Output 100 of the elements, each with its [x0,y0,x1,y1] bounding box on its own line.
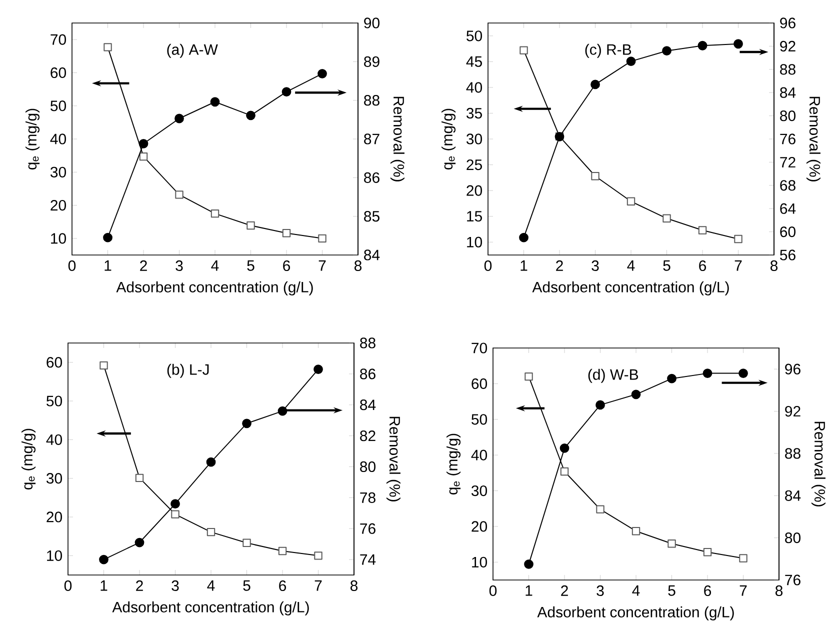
y2-tick-label: 76 [360,523,376,534]
x-tick-label: 8 [775,585,783,596]
y-tick-label: 30 [471,485,488,496]
y2-tick-label: 92 [780,40,796,52]
y-tick-label: 10 [47,550,62,561]
x-tick-label: 5 [247,260,254,271]
y2-tick-label: 84 [360,400,376,410]
x-tick-label: 3 [592,260,599,272]
x-tick-label: 7 [740,585,747,596]
y-tick-label: 50 [472,414,488,425]
point [590,80,600,90]
y2-axis-title: Removal (%) [806,96,820,182]
point [626,56,636,66]
y2-tick-label: 86 [364,172,380,183]
x-tick-label: 0 [64,580,72,592]
y-tick-label: 45 [466,56,482,67]
point [738,368,748,378]
y-tick-label: 30 [466,134,482,144]
x-tick-label: 7 [314,580,322,591]
point [734,39,743,49]
y2-tick-label: 84 [364,250,380,260]
y-tick-label: 25 [466,159,482,170]
point [278,406,288,416]
y-axis-title: q$_{e}$ (mg/g) [22,428,36,490]
y2-tick-label: 82 [360,430,376,442]
x-tick-label: 6 [283,260,290,272]
y2-tick-label: 88 [360,338,376,348]
x-tick-label: 4 [207,580,215,591]
x-axis-title: Adsorbent concentration (g/L) [116,281,313,296]
x-tick-label: 4 [632,585,640,596]
y-tick-label: 50 [50,100,66,112]
x-tick-label: 6 [704,585,712,596]
y-tick-label: 10 [51,233,66,244]
y-tick-label: 70 [50,34,66,45]
y-tick-label: 35 [466,108,482,119]
point [282,87,292,97]
x-tick-label: 4 [211,260,219,271]
x-tick-label: 8 [770,260,778,272]
point [242,418,252,428]
point [103,232,112,242]
x-tick-label: 6 [279,580,286,592]
y2-tick-label: 84 [785,490,801,501]
x-tick-label: 0 [484,260,492,272]
point [524,559,534,569]
y-tick-label: 20 [466,185,482,196]
x-tick-label: 5 [668,585,676,596]
y2-tick-label: 72 [780,156,796,168]
x-tick-label: 1 [100,580,108,591]
y2-tick-label: 60 [780,226,796,238]
y-tick-label: 20 [50,200,66,211]
point [519,232,528,242]
y-tick-label: 20 [472,521,488,532]
x-axis-title: Adsorbent concentration (g/L) [537,606,734,620]
y2-tick-label: 84 [780,87,796,98]
y-tick-label: 70 [472,342,488,354]
x-tick-label: 1 [520,260,528,271]
y2-tick-label: 86 [360,368,376,380]
y-tick-label: 15 [467,211,482,222]
point [702,368,712,378]
y2-tick-label: 90 [364,18,380,28]
y2-tick-label: 88 [780,64,796,75]
y-tick-label: 10 [467,236,482,248]
y-tick-label: 60 [472,378,488,389]
point [318,68,327,78]
y2-tick-label: 88 [785,448,800,459]
x-tick-label: 1 [104,260,112,271]
point [314,364,323,374]
y2-axis-title: Removal (%) [811,422,826,506]
x-tick-label: 5 [663,260,670,271]
x-tick-label: 3 [172,580,179,592]
x-tick-label: 3 [176,260,183,272]
y-tick-label: 60 [50,67,66,78]
y-tick-label: 40 [46,434,62,445]
point [662,46,672,56]
point [698,40,708,50]
y-axis-title: q$_{e}$ (mg/g) [26,108,40,170]
x-tick-label: 0 [68,260,76,272]
point [170,499,180,509]
y2-tick-label: 80 [780,110,796,122]
x-tick-label: 2 [140,260,147,271]
y-tick-label: 10 [472,556,488,568]
y-tick-label: 40 [471,450,488,460]
y2-tick-label: 85 [364,211,380,222]
x-tick-label: 7 [734,260,742,271]
x-tick-label: 1 [526,585,532,596]
y2-tick-label: 64 [780,203,796,214]
x-axis-title: Adsorbent concentration (g/L) [112,601,309,616]
y-tick-label: 60 [46,357,62,368]
y2-tick-label: 87 [364,134,380,144]
x-tick-label: 3 [596,585,604,596]
y2-tick-label: 88 [364,95,380,106]
x-tick-label: 8 [350,580,358,592]
y-tick-label: 30 [46,473,62,484]
point [246,110,256,120]
y2-tick-label: 80 [785,532,800,544]
point [631,390,641,400]
point [138,138,148,148]
point [596,400,605,410]
y2-tick-label: 80 [360,461,376,472]
x-tick-label: 6 [699,260,706,272]
